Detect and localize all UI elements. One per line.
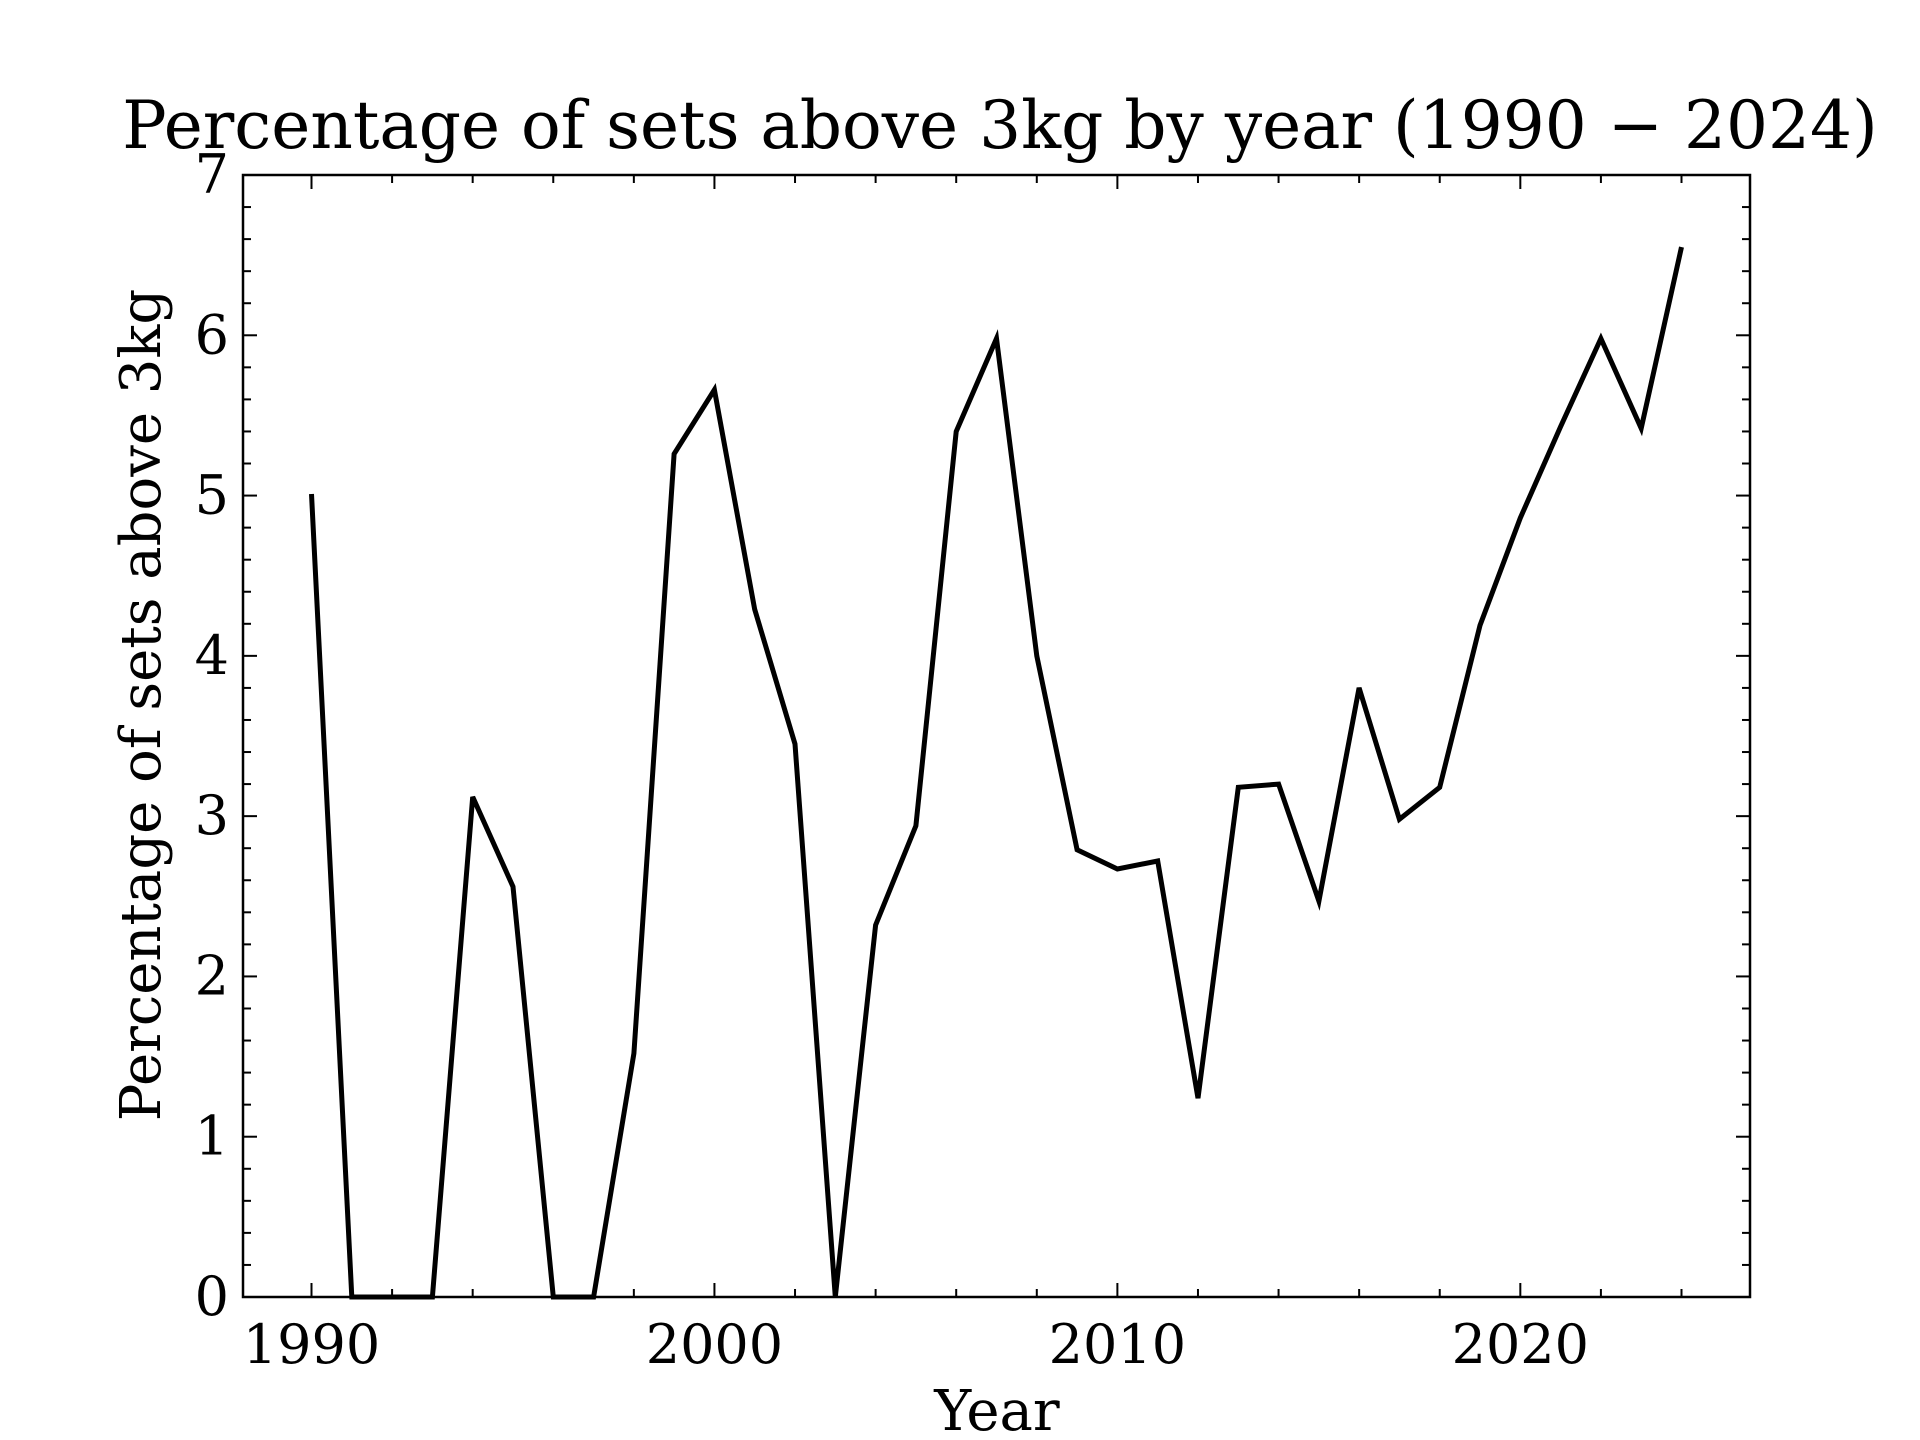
series-line xyxy=(309,246,1684,1300)
series-layer xyxy=(309,246,1684,1300)
y-tick-label: 1 xyxy=(195,1105,229,1168)
tick-labels: 1990 2000 2010 2020 0 1 2 3 4 5 6 7 xyxy=(195,143,1589,1376)
plot-frame xyxy=(241,173,1752,1299)
x-tick-label: 2000 xyxy=(646,1313,783,1376)
y-axis-label: Percentage of sets above 3kg xyxy=(109,289,174,1121)
x-tick-label: 1990 xyxy=(243,1313,380,1376)
x-tick-label: 2010 xyxy=(1049,1313,1186,1376)
y-tick-label: 7 xyxy=(195,143,229,206)
y-tick-label: 3 xyxy=(195,784,229,847)
x-axis-label: Year xyxy=(933,1379,1060,1440)
y-tick-label: 5 xyxy=(195,464,229,527)
y-tick-label: 6 xyxy=(195,303,229,366)
x-tick-label: 2020 xyxy=(1452,1313,1589,1376)
y-tick-label: 2 xyxy=(195,944,229,1007)
chart-title: Percentage of sets above 3kg by year (19… xyxy=(122,87,1877,164)
y-tick-label: 0 xyxy=(195,1265,229,1328)
y-tick-label: 4 xyxy=(195,624,229,687)
